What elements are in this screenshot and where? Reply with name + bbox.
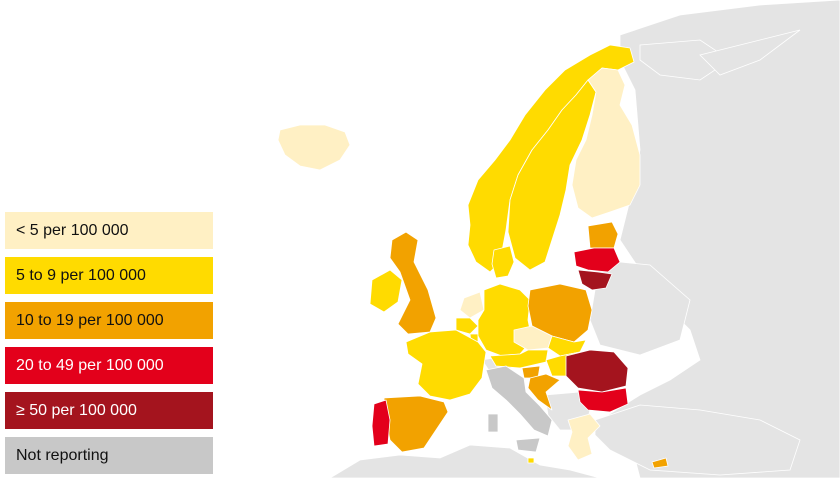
- country-poland[interactable]: [527, 283, 593, 343]
- country-estonia[interactable]: [587, 221, 619, 249]
- legend-item-not-reporting: Not reporting: [5, 437, 213, 474]
- country-finland[interactable]: [571, 67, 641, 219]
- novaya-zemlya-land: [699, 29, 801, 76]
- legend-label: < 5 per 100 000: [16, 221, 129, 239]
- country-ireland[interactable]: [369, 269, 403, 313]
- country-denmark[interactable]: [491, 245, 515, 279]
- legend-label: ≥ 50 per 100 000: [16, 401, 137, 419]
- country-portugal[interactable]: [371, 399, 391, 447]
- country-sweden[interactable]: [507, 79, 597, 271]
- country-lithuania[interactable]: [577, 269, 613, 291]
- country-bulgaria[interactable]: [577, 387, 629, 413]
- country-romania[interactable]: [565, 349, 629, 393]
- country-greece[interactable]: [567, 413, 601, 461]
- country-malta[interactable]: [527, 457, 535, 464]
- country-croatia[interactable]: [527, 373, 561, 411]
- map-legend: < 5 per 100 000 5 to 9 per 100 000 10 to…: [5, 212, 213, 482]
- legend-label: 20 to 49 per 100 000: [16, 356, 164, 374]
- belarus-ukraine-land: [589, 259, 691, 356]
- legend-item-10-19: 10 to 19 per 100 000: [5, 302, 213, 339]
- country-shapes: [277, 44, 669, 469]
- non-eu-land: [329, 0, 840, 478]
- legend-item-lt5: < 5 per 100 000: [5, 212, 213, 249]
- country-france[interactable]: [405, 329, 487, 401]
- turkey-land: [594, 404, 801, 476]
- legend-label: Not reporting: [16, 446, 109, 464]
- country-belgium[interactable]: [455, 317, 479, 335]
- country-latvia[interactable]: [573, 247, 621, 273]
- country-italy[interactable]: [485, 365, 553, 453]
- legend-label: 10 to 19 per 100 000: [16, 311, 164, 329]
- legend-item-gte50: ≥ 50 per 100 000: [5, 392, 213, 429]
- legend-label: 5 to 9 per 100 000: [16, 266, 146, 284]
- country-cyprus[interactable]: [651, 457, 669, 469]
- country-iceland[interactable]: [277, 124, 351, 171]
- country-netherlands[interactable]: [459, 291, 485, 319]
- legend-item-5-9: 5 to 9 per 100 000: [5, 257, 213, 294]
- country-spain[interactable]: [383, 395, 449, 453]
- legend-item-20-49: 20 to 49 per 100 000: [5, 347, 213, 384]
- north-africa-land: [329, 444, 601, 478]
- kola-land: [639, 39, 731, 81]
- country-austria[interactable]: [489, 349, 549, 369]
